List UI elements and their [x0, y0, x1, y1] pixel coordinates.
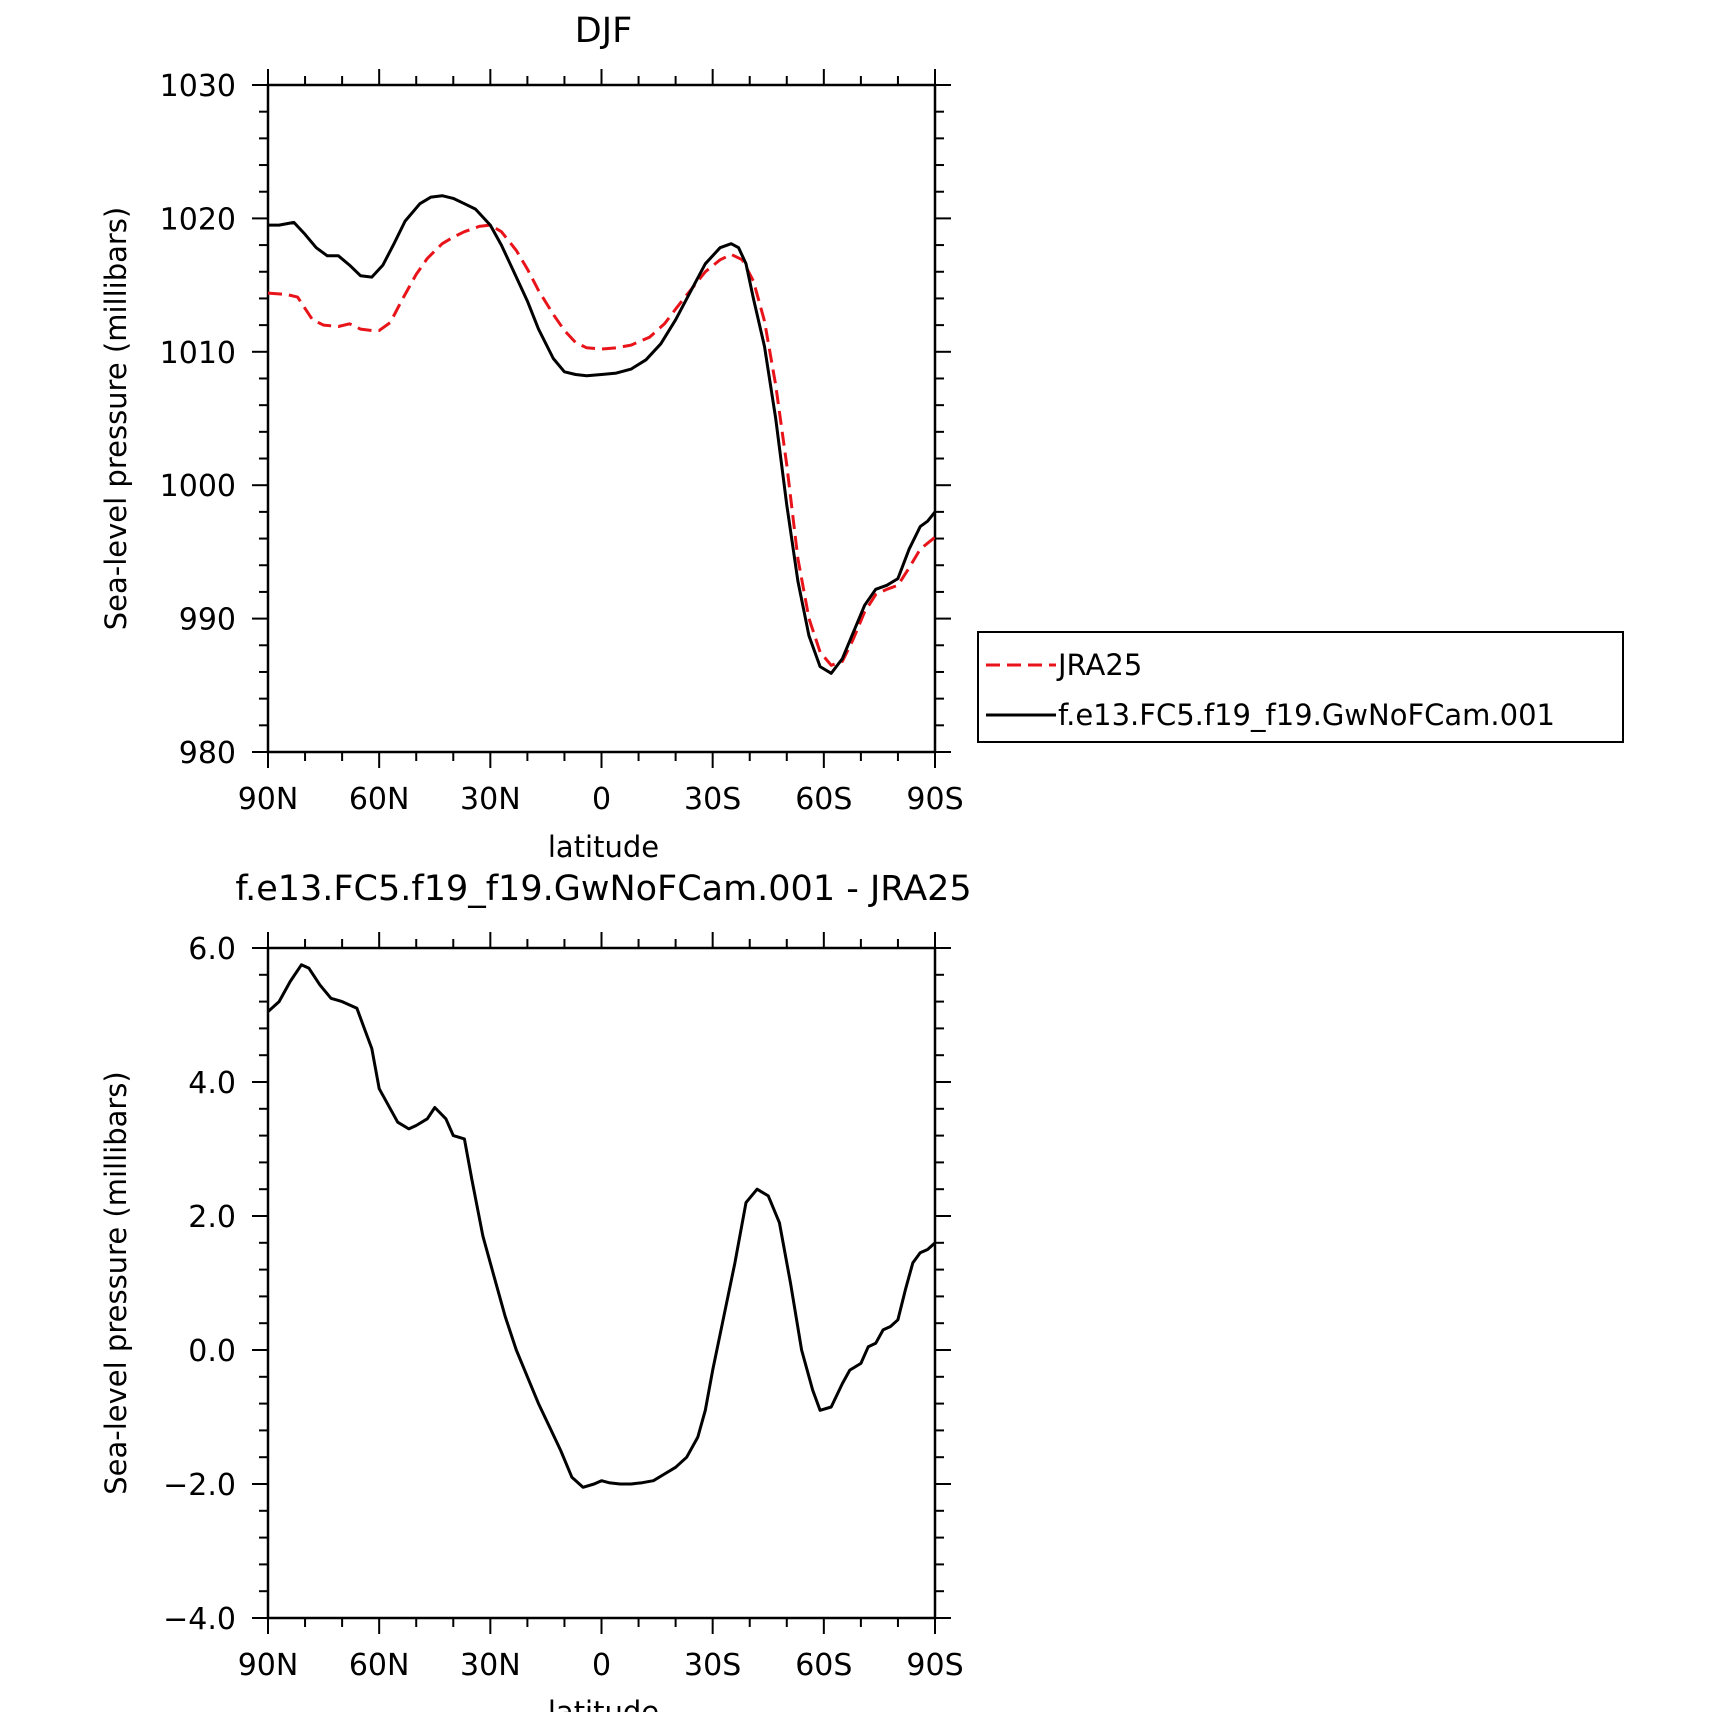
y-tick-label: 4.0: [188, 1066, 236, 1101]
x-tick-label: 60N: [349, 782, 410, 817]
plot-frame: [266, 946, 937, 1620]
chart-title: DJF: [575, 11, 632, 51]
legend-label: f.e13.FC5.f19_f19.GwNoFCam.001: [1058, 698, 1555, 732]
x-tick-label: 90N: [238, 782, 299, 817]
y-axis-label: Sea-level pressure (millibars): [99, 1071, 133, 1494]
y-tick-label: −4.0: [163, 1602, 236, 1637]
x-tick-label: 90S: [906, 1648, 963, 1683]
x-axis-label: latitude: [548, 1695, 659, 1712]
chart-panel-1: DJF 90N 60N 30N 0 30S 60S 90S 980 990 1000 1010 1020…: [99, 11, 1624, 864]
y-tick-label: −2.0: [163, 1468, 236, 1503]
y-tick-label: 1010: [160, 336, 236, 371]
x-tick-label: 0: [592, 1648, 611, 1683]
series-line-2: [268, 194, 935, 675]
chart-panel-2: f.e13.FC5.f19_f19.GwNoFCam.001 - JRA25 90…: [99, 869, 972, 1712]
plot-frame: [266, 83, 937, 754]
x-tick-label: 90S: [906, 782, 963, 817]
legend: JRA25 f.e13.FC5.f19_f19.GwNoFCam.001: [977, 631, 1624, 743]
y-axis-label: Sea-level pressure (millibars): [99, 207, 133, 630]
series-line-1: [268, 963, 935, 1489]
y-tick-label: 980: [179, 736, 236, 771]
x-tick-label: 30S: [684, 782, 741, 817]
chart-title: f.e13.FC5.f19_f19.GwNoFCam.001 - JRA25: [235, 869, 971, 909]
y-tick-label: 1030: [160, 69, 236, 104]
legend-box: [977, 631, 1624, 743]
x-tick-label: 60N: [349, 1648, 410, 1683]
y-tick-label: 990: [179, 603, 236, 638]
y-tick-label: 6.0: [188, 932, 236, 967]
x-tick-label: 60S: [795, 782, 852, 817]
x-tick-label: 30N: [460, 782, 521, 817]
y-tick-label: 0.0: [188, 1334, 236, 1369]
x-tick-label: 60S: [795, 1648, 852, 1683]
series-line-1: [268, 223, 935, 667]
x-tick-label: 0: [592, 782, 611, 817]
y-tick-label: 1020: [160, 202, 236, 237]
x-tick-label: 30N: [460, 1648, 521, 1683]
x-tick-label: 30S: [684, 1648, 741, 1683]
x-tick-label: 90N: [238, 1648, 299, 1683]
y-tick-label: 2.0: [188, 1200, 236, 1235]
x-axis-label: latitude: [548, 830, 659, 864]
legend-label: JRA25: [1056, 648, 1142, 682]
y-tick-label: 1000: [160, 469, 236, 504]
